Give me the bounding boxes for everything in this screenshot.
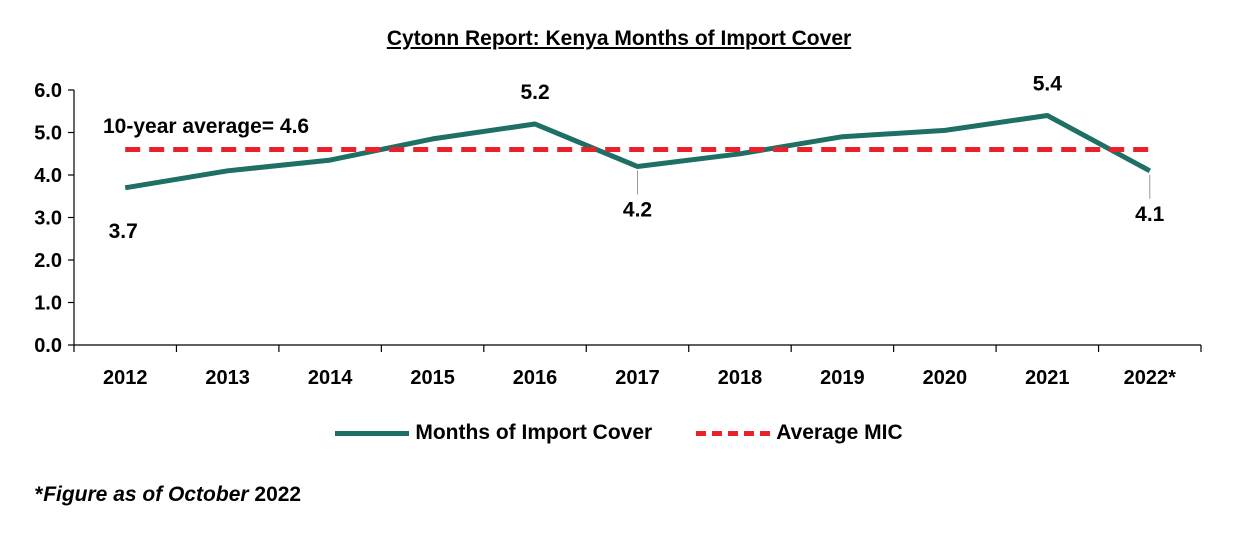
legend-swatch-dashed-line xyxy=(696,430,771,436)
x-tick-label: 2021 xyxy=(1025,367,1070,389)
x-tick-label: 2013 xyxy=(205,367,250,389)
x-tick-label: 2012 xyxy=(103,367,148,389)
data-labels: 3.7 5.2 4.2 5.4 4.1 10-year average= 4.6 xyxy=(103,73,1165,243)
legend: Months of Import Cover Average MIC xyxy=(0,421,1238,445)
legend-item-average-mic: Average MIC xyxy=(696,421,903,445)
x-tick-label: 2014 xyxy=(308,367,353,389)
legend-item-months-of-import-cover: Months of Import Cover xyxy=(335,421,652,445)
y-tick-label: 0.0 xyxy=(34,335,62,357)
chart-title: Cytonn Report: Kenya Months of Import Co… xyxy=(386,27,852,50)
y-tick-label: 3.0 xyxy=(34,208,62,230)
average-annotation: 10-year average= 4.6 xyxy=(103,115,309,138)
x-tick-label: 2020 xyxy=(923,367,968,389)
data-label: 4.1 xyxy=(1135,203,1165,226)
y-tick-label: 6.0 xyxy=(34,80,62,102)
data-label: 4.2 xyxy=(623,199,652,222)
y-tick-label: 4.0 xyxy=(34,165,62,187)
y-tick-label: 1.0 xyxy=(34,293,62,315)
x-tick-label: 2022* xyxy=(1124,367,1176,389)
legend-label: Months of Import Cover xyxy=(415,421,653,444)
data-label: 3.7 xyxy=(109,220,138,243)
legend-label: Average MIC xyxy=(776,421,903,444)
footnote-prefix: * xyxy=(35,483,44,506)
series xyxy=(124,113,1151,191)
footnote-suffix: 2022 xyxy=(248,483,302,506)
data-label: 5.4 xyxy=(1033,73,1063,96)
x-tick-label: 2017 xyxy=(615,367,660,389)
series-line-months-of-import-cover xyxy=(124,113,1151,191)
x-tick-label: 2016 xyxy=(513,367,558,389)
legend-swatch-solid-line xyxy=(335,430,410,436)
axes: 0.0 1.0 2.0 3.0 4.0 5.0 6.0 2012 2013 2014 2015 201… xyxy=(34,80,1202,389)
y-tick-label: 5.0 xyxy=(34,123,62,145)
footnote: *Figure as of October 2022 xyxy=(35,483,301,507)
footnote-italic: Figure as of October xyxy=(43,483,249,506)
x-tick-label: 2018 xyxy=(718,367,763,389)
data-label: 5.2 xyxy=(520,81,549,104)
x-tick-label: 2015 xyxy=(410,367,455,389)
x-tick-label: 2019 xyxy=(820,367,865,389)
line-chart: 0.0 1.0 2.0 3.0 4.0 5.0 6.0 2012 2013 2014 2015 201… xyxy=(34,73,1202,389)
y-tick-label: 2.0 xyxy=(34,250,62,272)
